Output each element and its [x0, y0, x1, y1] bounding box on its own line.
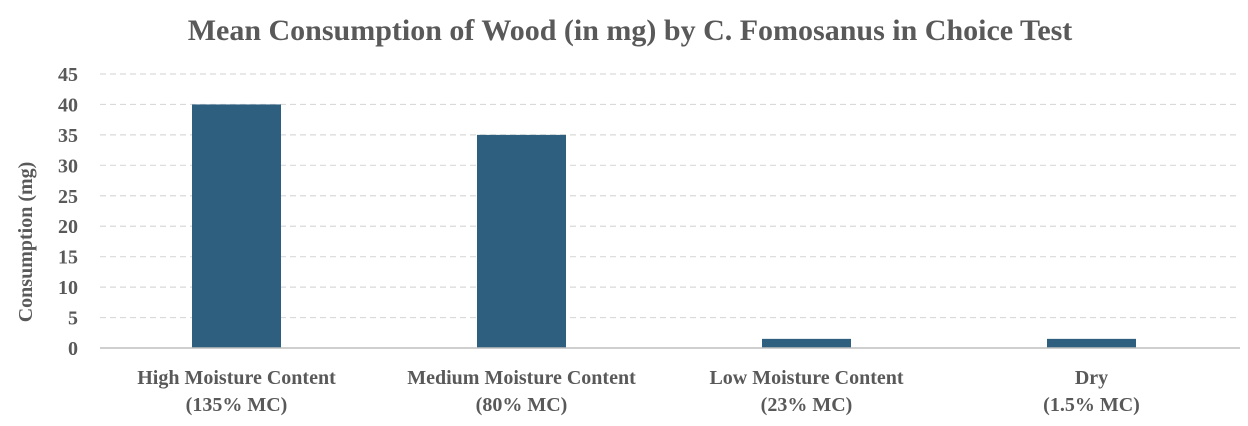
chart-title: Mean Consumption of Wood (in mg) by C. F…	[188, 14, 1073, 47]
y-tick-label: 10	[58, 277, 78, 299]
bar	[477, 134, 566, 348]
y-axis-ticks: 0 5 10 15 20 25 30 35 40 45	[58, 64, 78, 360]
bar	[1047, 338, 1136, 348]
y-tick-label: 15	[58, 247, 78, 269]
x-tick-label: Medium Moisture Content	[407, 367, 636, 389]
x-tick-label: (80% MC)	[476, 394, 568, 416]
x-tick-label: High Moisture Content	[137, 367, 336, 389]
x-tick-label: (1.5% MC)	[1043, 394, 1140, 416]
y-axis-label: Consumption (mg)	[15, 162, 37, 323]
y-tick-label: 25	[58, 186, 78, 208]
y-tick-label: 35	[58, 125, 78, 147]
gridlines	[100, 73, 1240, 319]
x-tick-label: Dry	[1075, 367, 1108, 389]
x-tick-label: Low Moisture Content	[709, 367, 903, 389]
y-tick-label: 45	[58, 64, 78, 86]
y-tick-label: 0	[68, 338, 78, 360]
y-tick-label: 20	[58, 216, 78, 238]
y-tick-label: 40	[58, 94, 78, 116]
x-tick-label: (135% MC)	[186, 394, 288, 416]
bars	[192, 104, 1136, 348]
x-tick-label: (23% MC)	[761, 394, 853, 416]
y-tick-label: 30	[58, 155, 78, 177]
bar	[192, 104, 281, 348]
x-axis-ticks: High Moisture Content (135% MC) Medium Moi…	[137, 367, 1140, 416]
y-tick-label: 5	[68, 308, 78, 330]
bar	[762, 338, 851, 348]
